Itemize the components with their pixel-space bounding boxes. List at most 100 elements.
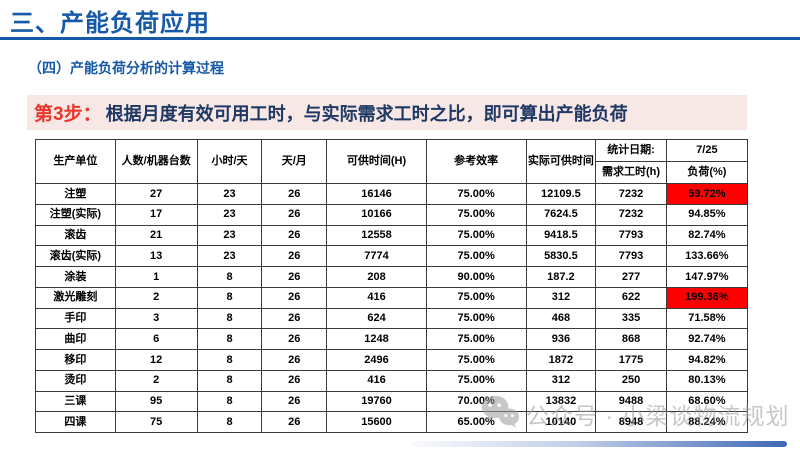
cell-available: 16146	[326, 183, 427, 205]
step-label: 第3步：	[34, 104, 102, 125]
bottom-accent-bar	[412, 441, 787, 447]
col-header-date-value: 7/25	[665, 139, 749, 162]
cell-load: 71.58%	[665, 307, 749, 330]
cell-hours: 23	[196, 224, 263, 247]
cell-days: 26	[261, 245, 328, 267]
cell-available: 7774	[326, 245, 427, 267]
cell-hours: 23	[196, 183, 263, 205]
cell-count: 3	[114, 307, 198, 330]
cell-load: 133.66%	[665, 245, 749, 267]
cell-efficiency: 75.00%	[425, 245, 527, 267]
title-divider	[0, 37, 800, 40]
cell-count: 6	[114, 328, 198, 350]
cell-available: 12558	[326, 224, 427, 247]
cell-available: 10166	[326, 203, 427, 226]
cell-demand: 7793	[595, 224, 667, 247]
cell-efficiency: 90.00%	[425, 266, 527, 288]
cell-load: 88.24%	[665, 411, 749, 433]
section-subtitle: （四）产能负荷分析的计算过程	[28, 60, 224, 76]
cell-days: 26	[261, 266, 328, 288]
cell-demand: 8948	[595, 411, 667, 433]
cell-load: 92.74%	[665, 328, 749, 350]
cell-demand: 335	[595, 307, 667, 330]
cell-demand: 622	[595, 286, 667, 309]
col-header-days: 天/月	[261, 139, 328, 184]
table-row: 烫印 2 8 26 416 75.00% 312 250 80.13%	[35, 369, 749, 392]
cell-available: 19760	[326, 390, 427, 413]
cell-efficiency: 75.00%	[425, 307, 527, 330]
cell-unit: 涂装	[35, 266, 116, 288]
cell-count: 1	[114, 266, 198, 288]
cell-load: 94.82%	[665, 349, 749, 371]
table-row: 手印 3 8 26 624 75.00% 468 335 71.58%	[35, 307, 749, 330]
cell-available: 2496	[326, 349, 427, 371]
cell-demand: 868	[595, 328, 667, 350]
cell-actual: 9418.5	[525, 224, 597, 247]
cell-hours: 8	[196, 390, 263, 413]
cell-count: 27	[114, 183, 198, 205]
cell-demand: 250	[595, 369, 667, 392]
cell-actual: 312	[525, 286, 597, 309]
cell-actual: 12109.5	[525, 183, 597, 205]
cell-days: 26	[261, 328, 328, 350]
table-row: 激光雕刻 2 8 26 416 75.00% 312 622 199.36%	[35, 286, 749, 309]
cell-efficiency: 75.00%	[425, 349, 527, 371]
cell-actual: 468	[525, 307, 597, 330]
col-header-hours: 小时/天	[196, 139, 263, 184]
cell-demand: 7232	[595, 183, 667, 205]
cell-unit: 手印	[35, 307, 116, 330]
cell-efficiency: 70.00%	[425, 390, 527, 413]
cell-actual: 1872	[525, 349, 597, 371]
cell-unit: 烫印	[35, 369, 116, 392]
cell-demand: 7232	[595, 203, 667, 226]
table-row: 滚齿(实际) 13 23 26 7774 75.00% 5830.5 7793 133.66%	[35, 245, 749, 267]
cell-count: 17	[114, 203, 198, 226]
cell-hours: 8	[196, 266, 263, 288]
col-header-unit: 生产单位	[35, 139, 116, 184]
cell-available: 1248	[326, 328, 427, 350]
cell-hours: 8	[196, 286, 263, 309]
col-header-actual: 实际可供时间	[525, 139, 597, 184]
cell-count: 12	[114, 349, 198, 371]
table-row: 三课 95 8 26 19760 70.00% 13832 9488 68.60%	[35, 390, 749, 413]
cell-actual: 10140	[525, 411, 597, 433]
cell-load: 59.72%	[665, 183, 749, 205]
cell-efficiency: 65.00%	[425, 411, 527, 433]
cell-efficiency: 75.00%	[425, 203, 527, 226]
cell-days: 26	[261, 369, 328, 392]
cell-unit: 激光雕刻	[35, 286, 116, 309]
cell-demand: 1775	[595, 349, 667, 371]
cell-count: 13	[114, 245, 198, 267]
table-header: 生产单位 人数/机器台数 小时/天 天/月 可供时间(H) 参考效率 实际可供时…	[35, 139, 749, 184]
col-header-efficiency: 参考效率	[425, 139, 527, 184]
cell-unit: 注塑(实际)	[35, 203, 116, 226]
cell-days: 26	[261, 224, 328, 247]
cell-available: 416	[326, 369, 427, 392]
cell-efficiency: 75.00%	[425, 224, 527, 247]
cell-count: 2	[114, 286, 198, 309]
cell-unit: 三课	[35, 390, 116, 413]
cell-hours: 8	[196, 349, 263, 371]
col-header-stat-date: 统计日期:	[595, 139, 667, 162]
cell-count: 2	[114, 369, 198, 392]
cell-days: 26	[261, 349, 328, 371]
cell-efficiency: 75.00%	[425, 328, 527, 350]
cell-available: 416	[326, 286, 427, 309]
cell-days: 26	[261, 307, 328, 330]
cell-actual: 312	[525, 369, 597, 392]
cell-days: 26	[261, 183, 328, 205]
cell-count: 95	[114, 390, 198, 413]
cell-unit: 曲印	[35, 328, 116, 350]
cell-load: 82.74%	[665, 224, 749, 247]
page-title: 三、产能负荷应用	[10, 10, 210, 37]
cell-hours: 8	[196, 307, 263, 330]
cell-hours: 8	[196, 411, 263, 433]
cell-days: 26	[261, 286, 328, 309]
cell-unit: 注塑	[35, 183, 116, 205]
cell-unit: 四课	[35, 411, 116, 433]
table-row: 涂装 1 8 26 208 90.00% 187.2 277 147.97%	[35, 266, 749, 288]
cell-load: 147.97%	[665, 266, 749, 288]
cell-load: 199.36%	[665, 286, 749, 309]
cell-hours: 23	[196, 245, 263, 267]
